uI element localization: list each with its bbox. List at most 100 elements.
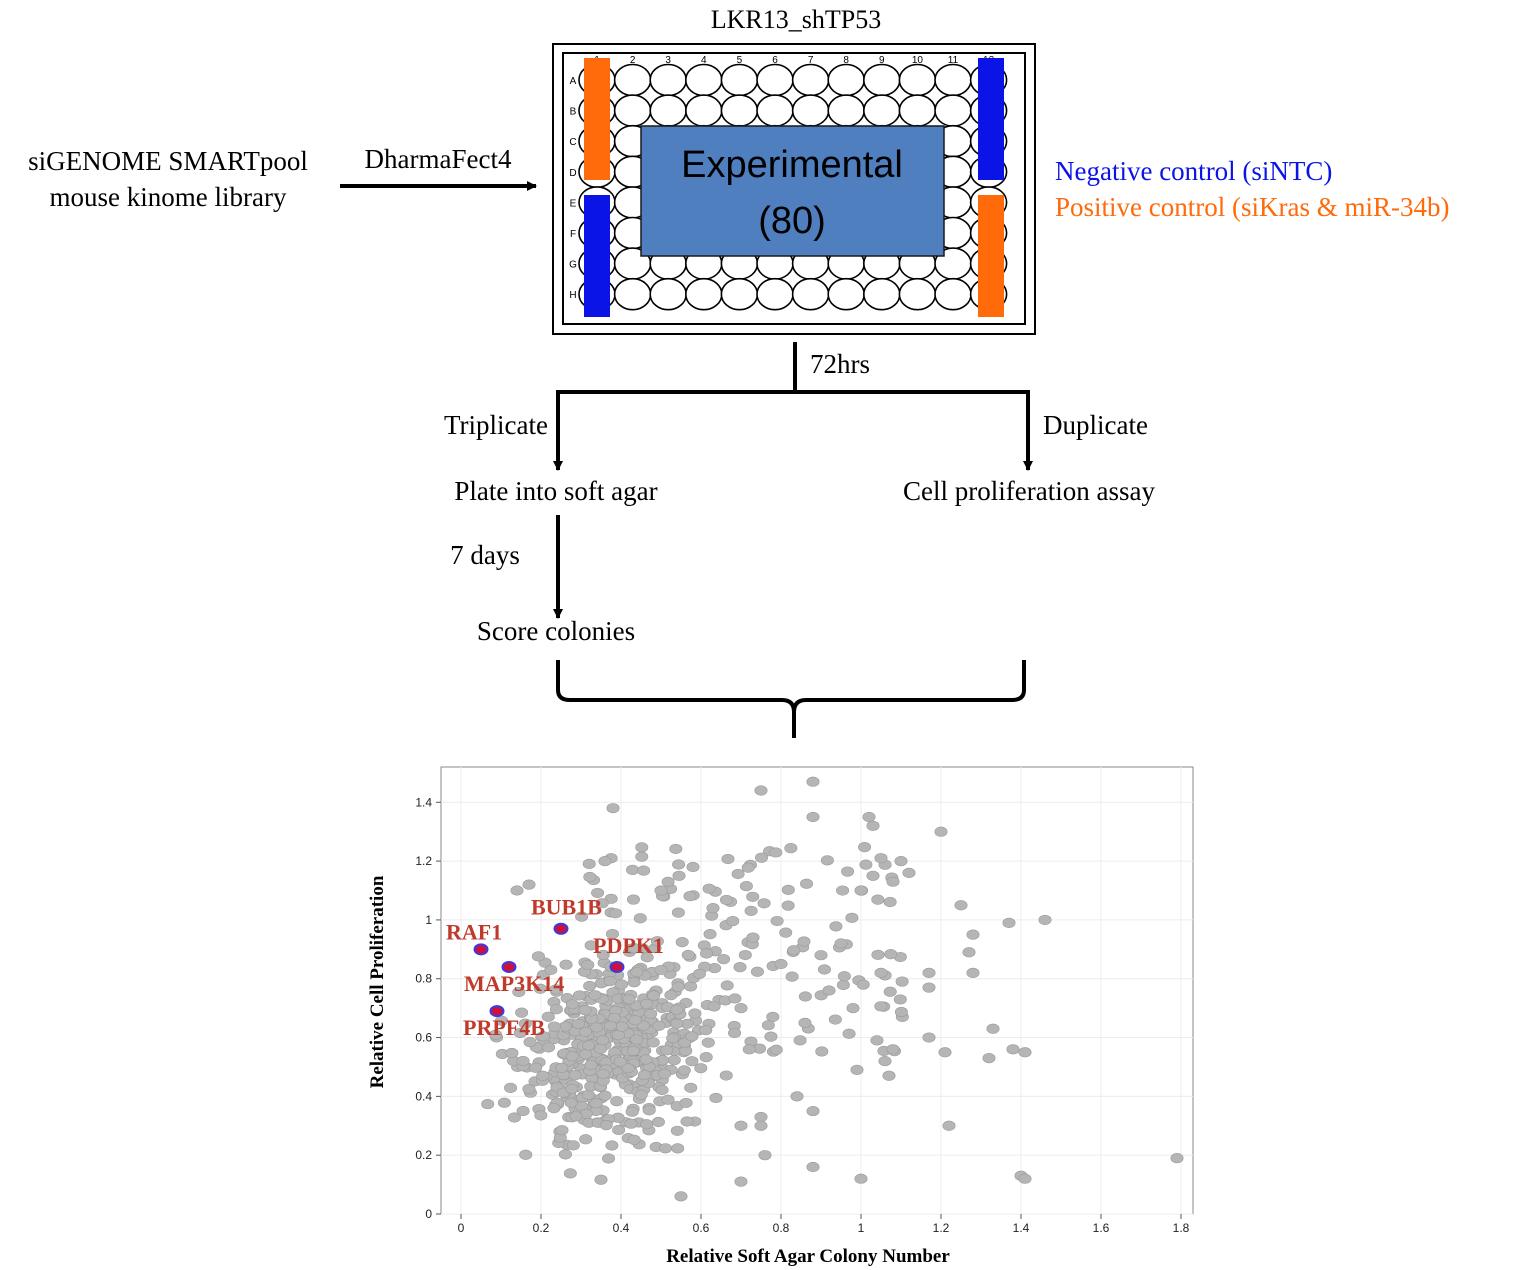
scatter-point bbox=[871, 949, 885, 960]
gene-label: PDPK1 bbox=[593, 933, 664, 958]
plate-well bbox=[898, 63, 937, 97]
x-axis-label: Relative Soft Agar Colony Number bbox=[666, 1246, 950, 1267]
scatter-point bbox=[537, 1031, 551, 1042]
scatter-point bbox=[610, 1096, 624, 1107]
scatter-point bbox=[644, 1008, 658, 1019]
plate-well bbox=[791, 63, 830, 97]
scatter-point bbox=[862, 811, 876, 823]
scatter-point bbox=[583, 871, 597, 883]
row-label: H bbox=[569, 290, 576, 301]
y-tick-label: 1.2 bbox=[415, 854, 432, 868]
scatter-point bbox=[733, 962, 747, 973]
scatter-point bbox=[627, 943, 641, 954]
scatter-point bbox=[647, 990, 661, 1001]
scatter-point bbox=[547, 1103, 561, 1114]
row-label: C bbox=[569, 137, 576, 148]
scatter-point bbox=[578, 1004, 592, 1016]
scatter-point bbox=[845, 912, 859, 923]
scatter-point bbox=[624, 1118, 638, 1129]
duplicate-label: Duplicate bbox=[1043, 410, 1148, 440]
scatter-point bbox=[660, 1045, 674, 1056]
scatter-point bbox=[684, 981, 698, 992]
scatter-point bbox=[761, 1020, 775, 1031]
scatter-point bbox=[598, 1090, 612, 1101]
scatter-point bbox=[549, 984, 563, 995]
scatter-point bbox=[779, 927, 793, 938]
scatter-point bbox=[866, 820, 880, 831]
x-tick-label: 0.8 bbox=[773, 1221, 790, 1235]
scatter-point bbox=[640, 1119, 654, 1130]
scatter-point bbox=[702, 883, 716, 894]
scatter-point bbox=[709, 1092, 723, 1104]
scatter-point bbox=[764, 1031, 778, 1042]
scatter-point bbox=[674, 1191, 688, 1202]
scatter-point bbox=[542, 1042, 556, 1053]
plate-well bbox=[756, 277, 794, 311]
scatter-point bbox=[680, 1116, 694, 1127]
scatter-point bbox=[800, 878, 814, 889]
scatter-point bbox=[588, 990, 602, 1001]
scatter-point bbox=[671, 1143, 685, 1154]
scatter-point bbox=[583, 980, 597, 992]
scatter-point bbox=[596, 949, 610, 960]
scatter-point bbox=[640, 952, 654, 963]
scatter-point bbox=[604, 1020, 618, 1031]
scatter-point bbox=[703, 928, 717, 940]
scatter-point bbox=[754, 1120, 768, 1131]
gene-label: BUB1B bbox=[531, 895, 602, 920]
scatter-point bbox=[658, 1068, 672, 1079]
scatter-point bbox=[671, 907, 685, 918]
scatter-point bbox=[489, 1029, 503, 1040]
scatter-point bbox=[677, 1065, 691, 1076]
row-label: E bbox=[570, 198, 577, 209]
scatter-point bbox=[798, 991, 812, 1002]
scatter-point bbox=[651, 1116, 665, 1128]
scatter-point bbox=[721, 853, 735, 865]
scatter-point bbox=[757, 898, 771, 909]
scatter-point bbox=[613, 1056, 627, 1067]
row-label: A bbox=[570, 76, 577, 87]
scatter-point bbox=[726, 915, 740, 927]
y-axis-ticks: 0 0.2 0.4 0.6 0.8 1 1.2 1.4 bbox=[415, 795, 441, 1221]
scatter-point bbox=[533, 983, 547, 994]
scatter-point bbox=[494, 1015, 508, 1026]
scatter-point bbox=[706, 903, 720, 914]
plate-well bbox=[613, 63, 652, 97]
scatter-point bbox=[664, 990, 678, 1001]
experimental-count: (80) bbox=[758, 200, 826, 242]
scatter-point bbox=[758, 1150, 772, 1161]
scatter-point bbox=[581, 959, 595, 970]
x-tick-label: 0.4 bbox=[613, 1221, 630, 1235]
scatter-point bbox=[871, 894, 885, 905]
scatter-point bbox=[815, 1046, 829, 1057]
scatter-point bbox=[615, 1021, 629, 1032]
scatter-point bbox=[846, 1003, 860, 1014]
scatter-point bbox=[633, 913, 647, 924]
scatter-point bbox=[882, 1070, 896, 1081]
scatter-point bbox=[719, 1070, 733, 1081]
scatter-point bbox=[558, 1149, 572, 1160]
scatter-point bbox=[769, 847, 783, 858]
scatter-point bbox=[531, 951, 545, 962]
scatter-point bbox=[516, 1105, 530, 1117]
scatter-point bbox=[605, 1140, 619, 1151]
scatter-point bbox=[622, 994, 636, 1005]
plate-title: LKR13_shTP53 bbox=[711, 5, 881, 34]
scatter-point bbox=[966, 929, 980, 940]
scatter-point bbox=[870, 1035, 884, 1046]
scatter-point bbox=[744, 905, 758, 916]
plate-well bbox=[827, 63, 866, 97]
scatter-point bbox=[699, 1052, 713, 1063]
row-label: B bbox=[570, 107, 577, 118]
plate-well bbox=[862, 63, 901, 97]
scatter-point bbox=[774, 958, 788, 970]
scatter-chart: 0 0.2 0.4 0.6 0.8 1 1.2 1.4 1.6 1.8 0 0.2 0.4 0.6 0.8… bbox=[367, 766, 1194, 1267]
scatter-point bbox=[728, 993, 742, 1004]
scatter-point bbox=[679, 1097, 693, 1109]
scatter-point bbox=[1170, 1153, 1184, 1164]
y-tick-label: 0.6 bbox=[415, 1031, 432, 1045]
scatter-point bbox=[720, 980, 734, 991]
scatter-point bbox=[793, 1035, 807, 1046]
scatter-point bbox=[1018, 1173, 1032, 1184]
scatter-point bbox=[519, 1149, 533, 1160]
